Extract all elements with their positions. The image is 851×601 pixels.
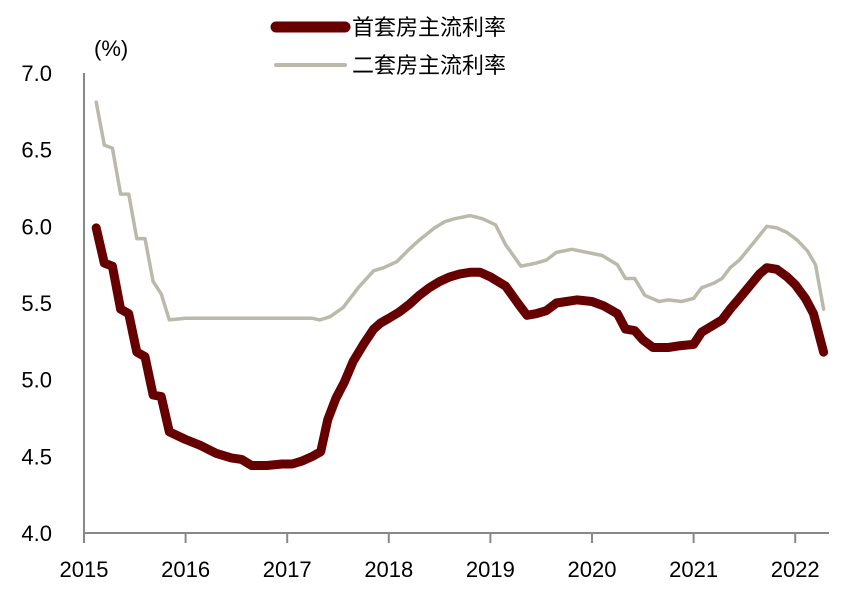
y-ticks: 4.0 4.5 5.0 5.5 6.0 6.5 7.0: [21, 61, 52, 546]
x-tick-label: 2019: [466, 557, 515, 582]
x-tick-label: 2021: [669, 557, 718, 582]
y-tick-label: 4.0: [21, 521, 52, 546]
x-tick-label: 2017: [263, 557, 312, 582]
series-line-first-home-rate: [91, 223, 829, 470]
x-tick-label: 2016: [161, 557, 210, 582]
x-tick-label: 2022: [771, 557, 820, 582]
legend-item-second-home: 二套房主流利率: [274, 54, 506, 79]
y-axis-unit: (%): [94, 36, 128, 61]
series-line-second-home-rate: [94, 100, 826, 322]
y-tick-label: 6.0: [21, 214, 52, 239]
x-tick-label: 2020: [568, 557, 617, 582]
legend-item-first-home: 首套房主流利率: [270, 16, 506, 41]
x-ticks: 2015 2016 2017 2018 2019 2020 2021 2022: [60, 533, 820, 582]
y-tick-label: 4.5: [21, 444, 52, 469]
y-tick-label: 5.5: [21, 291, 52, 316]
y-tick-label: 7.0: [21, 61, 52, 86]
series-lines: [91, 100, 829, 470]
axes: 2015 2016 2017 2018 2019 2020 2021 2022 4.0 4.5 5…: [21, 61, 829, 582]
y-tick-label: 5.0: [21, 368, 52, 393]
y-tick-label: 6.5: [21, 138, 52, 163]
legend-label-second-home: 二套房主流利率: [352, 54, 506, 79]
legend-label-first-home: 首套房主流利率: [352, 16, 506, 41]
x-tick-label: 2018: [364, 557, 413, 582]
legend: 首套房主流利率 二套房主流利率: [270, 16, 506, 79]
x-tick-label: 2015: [60, 557, 109, 582]
